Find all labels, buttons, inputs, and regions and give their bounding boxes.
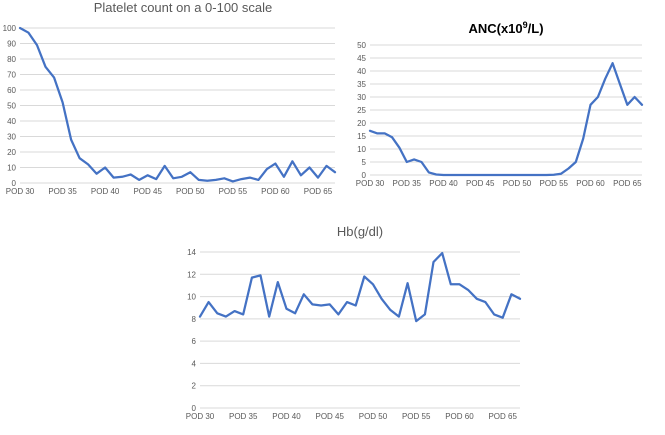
y-tick-label: 80 (7, 55, 16, 64)
x-tick-label: POD 45 (466, 179, 495, 188)
x-tick-label: POD 40 (91, 187, 120, 196)
chart-title: ANC(x109/L) (468, 20, 543, 36)
y-tick-label: 100 (3, 24, 17, 33)
y-tick-label: 4 (192, 359, 197, 368)
y-tick-label: 8 (192, 315, 197, 324)
x-tick-label: POD 40 (429, 179, 458, 188)
x-tick-label: POD 65 (613, 179, 642, 188)
y-tick-label: 14 (187, 248, 196, 257)
y-tick-label: 0 (362, 171, 367, 180)
y-tick-label: 20 (357, 119, 366, 128)
y-tick-label: 60 (7, 86, 16, 95)
y-tick-label: 12 (187, 270, 196, 279)
y-tick-label: 15 (357, 132, 366, 141)
x-tick-label: POD 60 (261, 187, 290, 196)
x-tick-label: POD 35 (48, 187, 77, 196)
y-tick-label: 30 (7, 133, 16, 142)
y-tick-label: 30 (357, 93, 366, 102)
series-line (198, 251, 522, 323)
x-tick-label: POD 60 (445, 412, 474, 421)
y-tick-label: 2 (192, 382, 197, 391)
x-tick-label: POD 55 (402, 412, 431, 421)
y-tick-label: 10 (7, 164, 16, 173)
chart-title-text: Platelet count on a 0-100 scale (94, 0, 273, 15)
x-tick-label: POD 50 (176, 187, 205, 196)
series-line (18, 26, 337, 183)
gridlines (200, 251, 520, 409)
y-tick-label: 45 (357, 54, 366, 63)
chart-title: Hb(g/dl) (337, 224, 383, 239)
y-tick-label: 0 (192, 404, 197, 413)
y-tick-label: 40 (357, 67, 366, 76)
gridlines (20, 27, 335, 184)
series-line (368, 62, 644, 177)
chart-title-superscript: 9 (523, 20, 528, 30)
gridlines (370, 44, 642, 176)
y-tick-label: 40 (7, 117, 16, 126)
y-tick-label: 0 (12, 179, 17, 188)
x-tick-label: POD 50 (359, 412, 388, 421)
x-tick-label: POD 55 (219, 187, 248, 196)
y-tick-label: 10 (187, 293, 196, 302)
x-tick-label: POD 65 (304, 187, 333, 196)
y-tick-label: 50 (357, 41, 366, 50)
chart-title: Platelet count on a 0-100 scale (94, 0, 273, 15)
x-tick-label: POD 45 (315, 412, 344, 421)
y-tick-label: 70 (7, 71, 16, 80)
y-tick-label: 6 (192, 337, 197, 346)
y-tick-label: 10 (357, 145, 366, 154)
y-tick-label: 35 (357, 80, 366, 89)
chart-2: 0 5 10 15 20 25 30 35 40 45 50 POD 30 POD 35 POD 40 PO… (356, 20, 644, 188)
x-tick-label: POD 30 (6, 187, 35, 196)
x-tick-label: POD 45 (133, 187, 162, 196)
chart-1: 0 10 20 30 40 50 60 70 80 90 100 POD 30 POD 35 POD 40… (3, 0, 337, 196)
x-tick-label: POD 35 (229, 412, 258, 421)
chart-3: 0 2 4 6 8 10 12 14 POD 30 POD 35 POD 40 POD 45 POD 5… (186, 224, 522, 421)
x-tick-label: POD 30 (186, 412, 215, 421)
y-tick-label: 50 (7, 102, 16, 111)
x-tick-label: POD 30 (356, 179, 385, 188)
x-tick-label: POD 65 (488, 412, 517, 421)
chart-title-text: Hb(g/dl) (337, 224, 383, 239)
chart-title-suffix: /L) (528, 21, 544, 36)
y-tick-label: 90 (7, 40, 16, 49)
y-tick-label: 20 (7, 148, 16, 157)
x-tick-label: POD 35 (393, 179, 422, 188)
x-tick-label: POD 50 (503, 179, 532, 188)
x-tick-label: POD 40 (272, 412, 301, 421)
y-tick-label: 25 (357, 106, 366, 115)
y-tick-label: 5 (362, 158, 367, 167)
x-tick-label: POD 55 (540, 179, 569, 188)
chart-title-text: ANC(x10 (468, 21, 522, 36)
x-tick-label: POD 60 (576, 179, 605, 188)
